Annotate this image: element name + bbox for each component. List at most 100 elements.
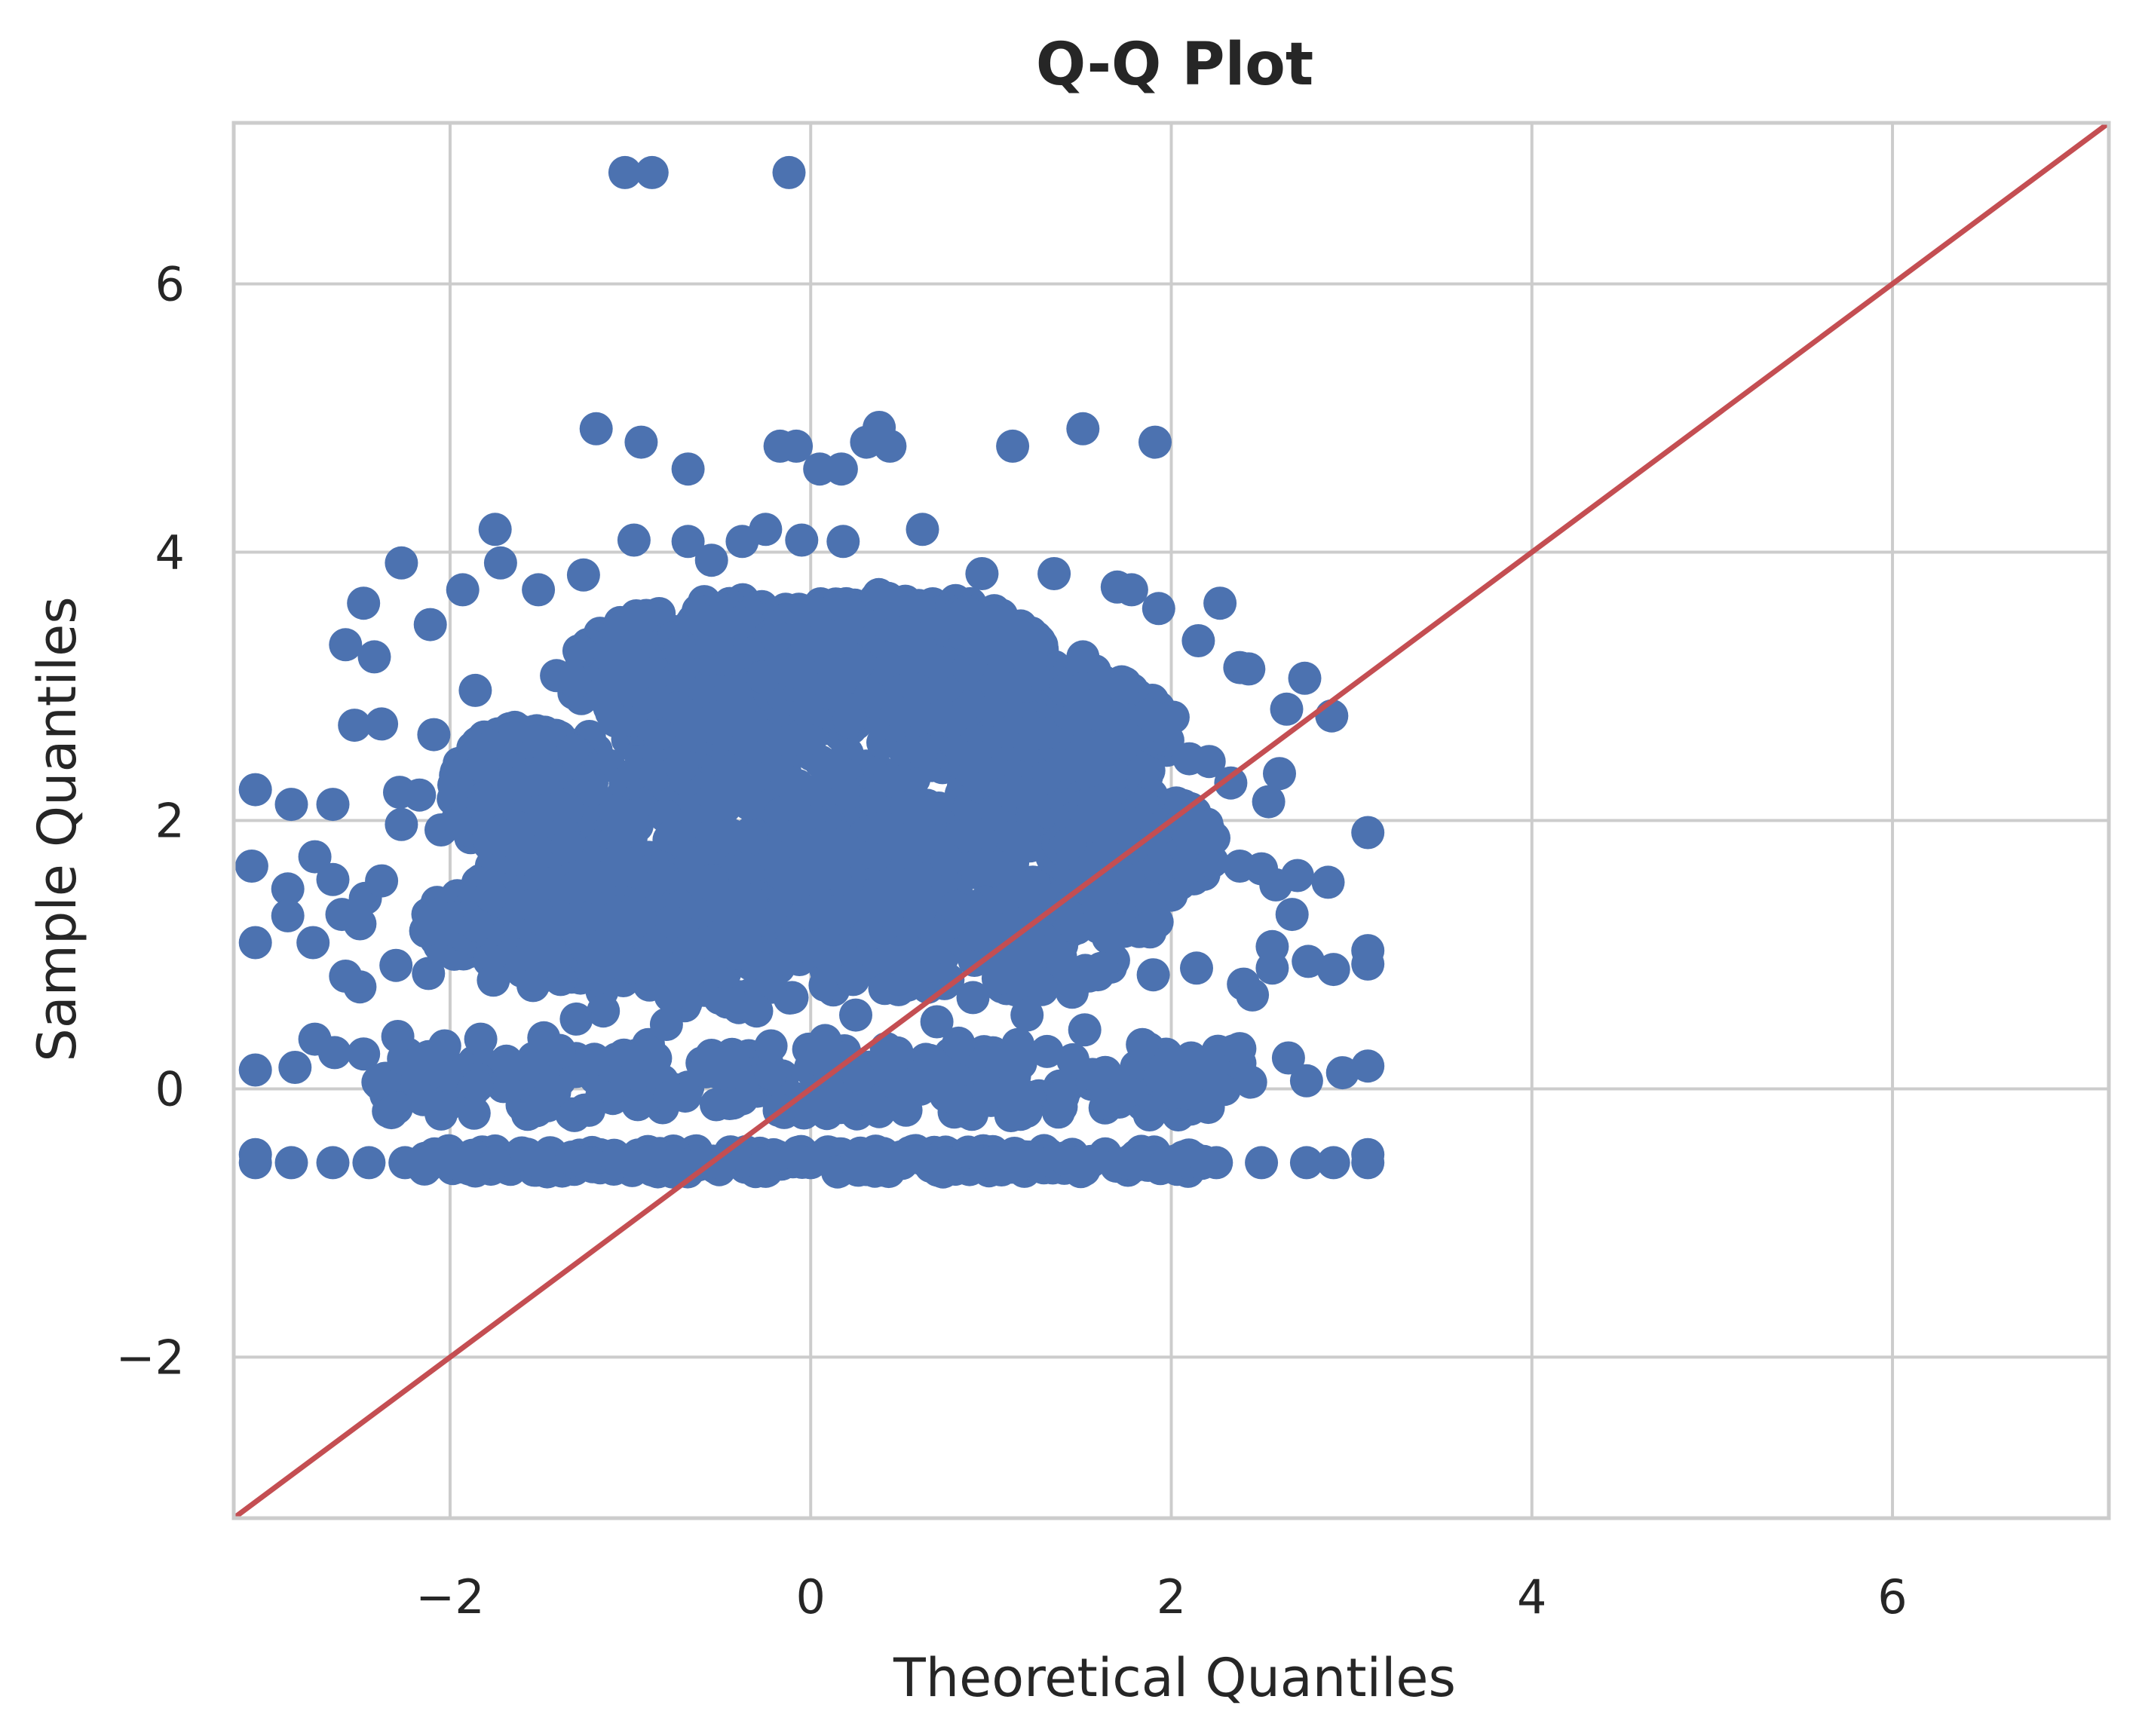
data-point <box>974 1146 1008 1180</box>
y-axis-label: Sample Quantiles <box>26 596 88 1061</box>
reference-line-layer <box>234 123 2109 1518</box>
data-point <box>623 797 657 831</box>
data-point <box>1200 1146 1233 1180</box>
x-tick-label: 6 <box>1877 1569 1907 1624</box>
data-point <box>1203 586 1237 620</box>
data-point <box>385 807 418 841</box>
data-point <box>1066 640 1100 674</box>
y-tick-label: 0 <box>155 1061 185 1116</box>
data-point <box>527 1021 561 1055</box>
data-point <box>1245 1146 1279 1180</box>
data-point <box>474 878 508 912</box>
data-point <box>1351 947 1385 981</box>
data-point <box>578 1043 611 1076</box>
data-point <box>1143 1059 1177 1093</box>
data-point <box>1192 745 1226 779</box>
data-point <box>788 594 822 628</box>
data-point <box>568 1146 602 1180</box>
data-point <box>1109 1075 1143 1108</box>
data-point <box>822 587 856 621</box>
data-point <box>929 1146 963 1180</box>
data-point <box>981 850 1015 884</box>
data-point <box>875 585 909 619</box>
data-point <box>238 1137 272 1171</box>
data-point <box>1351 816 1385 850</box>
data-point <box>1056 975 1089 1009</box>
data-point <box>717 927 751 961</box>
sample-points <box>234 155 1385 1189</box>
data-point <box>550 829 584 863</box>
data-point <box>316 862 350 896</box>
data-point <box>417 718 451 752</box>
data-point <box>575 773 608 807</box>
reference-line <box>234 123 2109 1518</box>
data-point <box>446 573 480 607</box>
data-point <box>1109 1146 1143 1180</box>
x-tick-label: −2 <box>415 1569 484 1624</box>
data-point <box>961 633 995 667</box>
data-point <box>873 429 907 463</box>
data-point <box>343 907 377 941</box>
data-point <box>559 1002 593 1036</box>
data-point <box>832 702 866 736</box>
data-point <box>710 985 744 1019</box>
data-point <box>578 860 612 894</box>
data-point <box>1136 958 1170 992</box>
data-point <box>658 1146 692 1180</box>
data-point <box>498 710 532 744</box>
data-point <box>614 1146 648 1180</box>
data-point <box>1288 661 1322 695</box>
data-point <box>853 680 887 714</box>
data-point <box>694 1039 728 1072</box>
x-axis-label: Theoretical Quantiles <box>893 1647 1456 1709</box>
data-point <box>636 687 670 721</box>
data-point <box>920 1005 954 1039</box>
data-point <box>1138 425 1172 459</box>
data-point <box>824 452 858 486</box>
data-point <box>1311 865 1345 899</box>
data-point <box>1154 1146 1188 1180</box>
data-point <box>979 911 1013 945</box>
data-point <box>981 962 1015 996</box>
data-point <box>539 906 573 940</box>
data-point <box>483 546 517 580</box>
data-point <box>772 724 806 758</box>
data-point <box>617 523 651 557</box>
chart-title: Q-Q Plot <box>1036 31 1313 99</box>
data-point <box>271 899 305 932</box>
data-point <box>1316 953 1350 987</box>
data-point <box>1280 859 1314 892</box>
data-point <box>381 1020 415 1053</box>
data-point <box>868 865 902 899</box>
data-point <box>749 513 783 547</box>
data-point <box>961 821 994 854</box>
data-point <box>977 594 1011 628</box>
data-point <box>1102 831 1135 865</box>
data-point <box>538 1074 572 1108</box>
data-point <box>1105 867 1138 901</box>
data-point <box>929 1079 963 1113</box>
data-point <box>317 1036 351 1070</box>
data-point <box>635 155 669 189</box>
data-point <box>1233 1065 1267 1099</box>
data-point <box>375 1096 409 1130</box>
data-point <box>238 773 272 807</box>
data-point <box>780 429 814 463</box>
data-point <box>988 1076 1022 1110</box>
data-point <box>1066 412 1100 445</box>
data-point <box>516 888 550 922</box>
data-point <box>238 1053 272 1087</box>
data-point <box>826 525 860 559</box>
data-point <box>866 810 899 844</box>
data-point <box>794 1146 828 1180</box>
data-point <box>365 707 399 741</box>
data-point <box>916 932 950 966</box>
data-point <box>1010 998 1044 1032</box>
data-point <box>624 425 658 459</box>
data-point <box>850 917 884 951</box>
data-point <box>781 871 815 905</box>
data-point <box>663 634 697 668</box>
data-point <box>1019 1146 1053 1180</box>
